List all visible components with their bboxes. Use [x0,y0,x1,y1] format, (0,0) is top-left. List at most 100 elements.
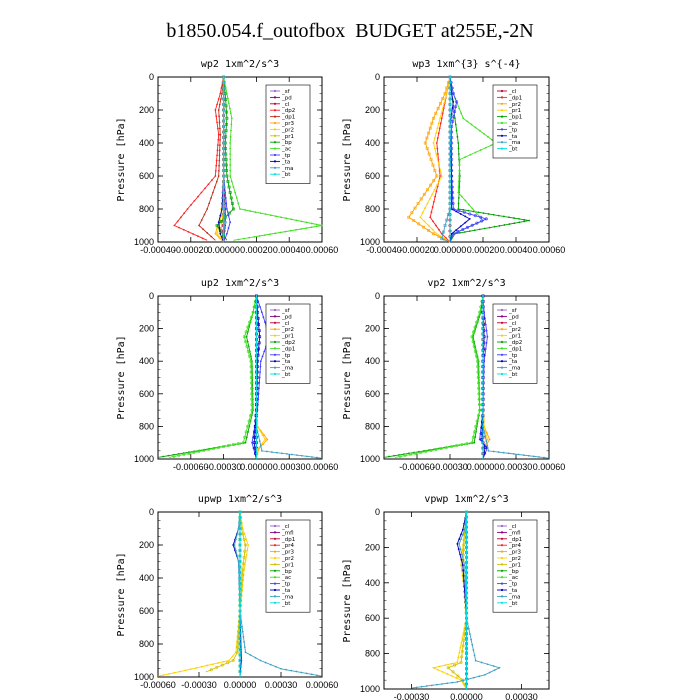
series-marker [472,676,475,679]
series-marker [460,538,462,541]
series-marker [464,611,468,615]
series-marker [250,408,254,412]
series-marker [408,452,412,456]
series-marker [218,121,221,124]
series-marker [459,548,462,551]
series-marker [508,223,511,225]
series-marker [230,117,233,120]
series-marker [218,164,220,167]
series-line-dp1 [394,295,484,458]
series-marker [455,677,458,679]
legend-marker [273,173,277,176]
series-marker [255,403,258,406]
series-marker [497,451,500,453]
y-tick-label: 0 [375,72,380,82]
series-marker [209,668,213,672]
legend-entry: _ta [508,134,517,140]
series-marker [474,424,478,428]
series-marker [162,674,165,676]
series-marker [254,211,257,213]
series-marker [210,235,213,238]
series-marker [252,441,256,445]
series-marker [475,211,477,214]
series-marker [222,660,225,663]
series-marker [461,228,465,232]
x-tick-label: 0.00000 [434,245,467,255]
series-marker [172,454,176,458]
series-marker [435,142,438,144]
series-marker [238,559,242,563]
x-tick-label: -0.00030 [181,680,217,690]
series-marker [463,564,466,566]
y-tick-label: 0 [149,291,154,301]
series-marker [461,533,464,536]
legend-entry: _cl [508,321,517,327]
series-marker [230,123,233,126]
series-marker [260,311,263,314]
series-marker [464,667,468,671]
legend-entry: _cl [281,102,290,108]
series-marker [244,209,247,211]
series-marker [460,641,463,644]
x-tick-label: 0.00020 [240,245,273,255]
series-marker [250,397,254,401]
series-marker [449,125,451,128]
series-marker [238,570,242,574]
series-marker [435,224,437,227]
series-marker [255,436,258,439]
series-marker [449,445,453,449]
series-marker [479,215,483,219]
series-marker [430,121,434,125]
series-marker [235,650,239,654]
series-marker [258,387,260,390]
series-marker [254,656,257,659]
legend-entry: _tp [508,127,518,133]
series-marker [433,137,436,139]
series-marker [445,92,448,95]
series-marker [227,185,231,189]
series-marker [212,191,214,194]
series-marker [238,521,242,525]
series-marker [484,146,487,149]
series-marker [454,123,457,126]
series-marker [439,122,442,125]
series-marker [284,230,287,233]
series-marker [300,220,303,223]
series-marker [439,447,443,451]
legend-entry: _pr4 [508,543,522,549]
legend-marker [273,102,277,105]
series-marker [235,549,237,552]
y-tick-label: 600 [139,171,154,181]
series-marker [507,452,510,455]
series-marker [462,543,466,547]
series-marker [467,203,470,206]
series-marker [482,387,484,390]
legend-entry: _ta [281,159,290,165]
series-marker [480,661,483,664]
series-marker [464,596,468,600]
series-marker [472,210,475,213]
series-marker [236,645,240,649]
series-marker [222,98,225,100]
series-marker [449,180,451,183]
y-tick-label: 400 [365,138,380,148]
series-marker [238,669,242,673]
series-marker [474,659,477,662]
y-tick-label: 0 [375,291,380,301]
series-marker [238,537,242,541]
series-marker [208,202,211,205]
series-marker [458,164,461,166]
series-marker [464,590,467,593]
legend-marker [500,102,504,105]
series-marker [468,218,471,220]
series-line-dp1 [168,295,257,458]
series-marker [464,556,468,560]
legend-entry: _pr1 [508,562,521,568]
series-marker [245,554,248,556]
series-marker [222,76,225,78]
y-tick-label: 1000 [134,672,154,682]
series-marker [255,441,258,444]
series-marker [477,397,481,401]
series-marker [457,202,460,205]
series-marker [239,208,241,210]
